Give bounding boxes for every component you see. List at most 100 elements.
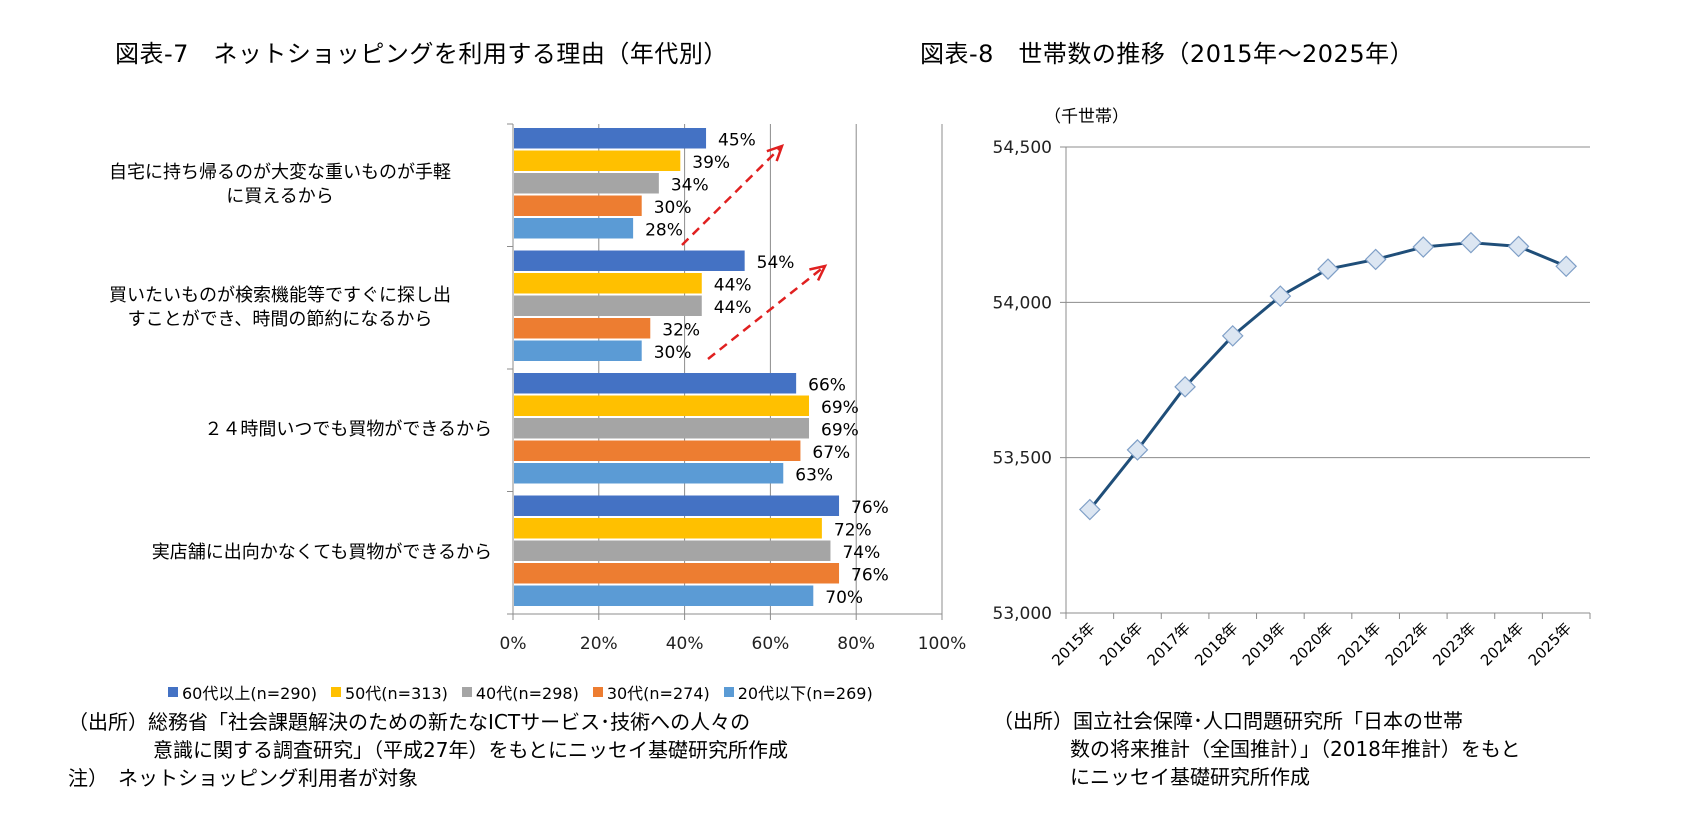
trend-arrow-line xyxy=(707,265,826,360)
legend-item: 40代(n=298) xyxy=(461,680,579,704)
x-tick-label: 2018年 xyxy=(1191,619,1241,669)
data-point-marker xyxy=(1507,235,1530,258)
bar-value-label: 76% xyxy=(851,566,889,586)
bar xyxy=(514,373,797,394)
legend-swatch xyxy=(330,687,341,697)
x-tick-label: 80% xyxy=(837,634,875,654)
category-label-line: 買いたいものが検索機能等ですぐに探し出 xyxy=(109,284,451,306)
legend-label: 40代(n=298) xyxy=(475,684,579,703)
y-tick-label: 53,000 xyxy=(993,604,1052,624)
bar-value-label: 39% xyxy=(692,153,730,173)
y-tick-label: 54,500 xyxy=(993,138,1052,158)
bar-value-label: 70% xyxy=(825,588,863,608)
right-source-line-1: （出所）国立社会保障･人口問題研究所「日本の世帯 xyxy=(993,709,1463,733)
data-point-marker xyxy=(1126,439,1149,461)
x-tick-label: 20% xyxy=(580,634,618,654)
x-tick-label: 2023年 xyxy=(1429,619,1479,669)
bar xyxy=(514,218,634,239)
category-label-line: すことができ、時間の節約になるから xyxy=(127,308,433,330)
legend-item: 60代以上(n=290) xyxy=(168,680,317,704)
category-label-line: に買えるから xyxy=(226,186,334,208)
data-point-marker xyxy=(1078,498,1101,521)
bar xyxy=(514,250,745,271)
legend-swatch xyxy=(592,687,603,697)
data-point-marker xyxy=(1269,285,1292,307)
legend-swatch xyxy=(461,687,472,697)
bar-value-label: 34% xyxy=(671,176,709,196)
bar-value-label: 63% xyxy=(795,466,833,486)
category-label-line: 自宅に持ち帰るのが大変な重いものが手軽 xyxy=(109,162,451,184)
x-tick-label: 0% xyxy=(500,634,527,654)
data-point-marker xyxy=(1221,325,1244,347)
left-chart-title: 図表-7 ネットショッピングを利用する理由（年代別） xyxy=(115,40,728,68)
bar xyxy=(514,418,810,439)
legend-swatch xyxy=(168,687,178,697)
data-point-marker xyxy=(1317,258,1339,280)
bar-value-label: 72% xyxy=(834,521,872,541)
x-tick-label: 2025年 xyxy=(1525,619,1575,669)
x-tick-label: 40% xyxy=(666,634,704,654)
data-point-marker xyxy=(1412,236,1435,258)
bar-value-label: 76% xyxy=(851,498,889,518)
bar-value-label: 44% xyxy=(714,276,752,296)
legend-item: 30代(n=274) xyxy=(592,680,710,704)
legend-label: 30代(n=274) xyxy=(606,684,710,703)
bar xyxy=(514,295,702,316)
bar xyxy=(514,150,681,171)
bar xyxy=(514,463,784,484)
bar xyxy=(514,540,831,561)
left-source-line-2: 意識に関する調査研究」（平成27年）をもとにニッセイ基礎研究所作成 xyxy=(153,738,789,762)
legend-swatch xyxy=(723,687,734,697)
bar xyxy=(514,440,801,461)
x-tick-label: 2019年 xyxy=(1239,619,1289,669)
bar xyxy=(514,518,822,539)
bar-value-label: 32% xyxy=(662,321,700,341)
bar xyxy=(514,563,840,584)
bar xyxy=(514,495,840,516)
bar-value-label: 45% xyxy=(718,131,756,151)
data-point-marker xyxy=(1364,248,1387,271)
bar xyxy=(514,395,810,416)
bar-legend: 60代以上(n=290) 50代(n=313) 40代(n=298) 30代(n=27… xyxy=(168,680,873,704)
bar-value-label: 66% xyxy=(808,376,846,396)
bar-value-label: 30% xyxy=(654,198,692,218)
x-tick-label: 2024年 xyxy=(1477,619,1527,669)
bar-chart: 0% 20% 40% 60% 80% 100%45%39%34%30%28%54%44%4… xyxy=(500,123,966,654)
bar-value-label: 44% xyxy=(714,298,752,318)
bar-value-label: 67% xyxy=(812,443,850,463)
bar-value-label: 28% xyxy=(645,221,683,241)
bar-value-label: 30% xyxy=(654,343,692,363)
right-source-line-3: にニッセイ基礎研究所作成 xyxy=(1070,765,1310,789)
bar xyxy=(514,173,659,194)
bar xyxy=(514,340,642,361)
legend-item: 50代(n=313) xyxy=(330,680,448,704)
category-label-line: ２４時間いつでも買物ができるから xyxy=(204,419,492,441)
series-line xyxy=(1088,241,1567,511)
category-label-line: 実店舗に出向かなくても買物ができるから xyxy=(151,541,492,563)
legend-label: 60代以上(n=290) xyxy=(182,684,317,703)
legend-label: 50代(n=313) xyxy=(344,684,448,703)
bar-value-label: 54% xyxy=(757,253,795,273)
bar-value-label: 69% xyxy=(821,398,859,418)
legend-label: 20代以下(n=269) xyxy=(737,684,873,703)
data-point-marker xyxy=(1460,231,1482,254)
bar xyxy=(514,128,707,149)
x-tick-label: 2021年 xyxy=(1334,619,1384,669)
trend-arrow-head xyxy=(809,264,828,281)
category-label: 買いたいものが検索機能等ですぐに探し出 すことができ、時間の節約になるから xyxy=(65,284,495,332)
x-tick-label: 2015年 xyxy=(1048,619,1098,669)
x-tick-label: 2017年 xyxy=(1144,619,1194,669)
y-tick-label: 54,000 xyxy=(993,293,1052,313)
line-chart: （千世帯）53,00053,50054,00054,5002015年2016年2… xyxy=(993,107,1591,669)
bar-value-label: 69% xyxy=(821,421,859,441)
trend-arrow-head xyxy=(766,143,785,162)
x-tick-label: 2020年 xyxy=(1286,619,1336,669)
legend-item: 20代以下(n=269) xyxy=(723,680,873,704)
category-label: ２４時間いつでも買物ができるから xyxy=(62,418,492,442)
category-label: 自宅に持ち帰るのが大変な重いものが手軽 に買えるから xyxy=(65,161,495,209)
x-tick-label: 2022年 xyxy=(1382,619,1432,669)
y-axis-unit-label: （千世帯） xyxy=(1044,107,1129,127)
bar xyxy=(514,273,702,294)
bar xyxy=(514,585,814,606)
y-tick-label: 53,500 xyxy=(993,449,1052,469)
